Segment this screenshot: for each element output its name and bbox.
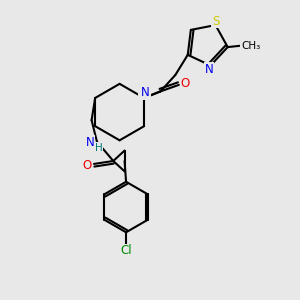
Text: N: N (86, 136, 95, 149)
Text: N: N (205, 63, 213, 76)
Text: O: O (181, 77, 190, 90)
Text: CH₃: CH₃ (241, 40, 260, 51)
Text: S: S (212, 15, 219, 28)
Text: N: N (141, 86, 150, 99)
Text: Cl: Cl (120, 244, 132, 257)
Text: H: H (94, 142, 102, 153)
Text: O: O (83, 159, 92, 172)
Text: N: N (139, 86, 148, 99)
